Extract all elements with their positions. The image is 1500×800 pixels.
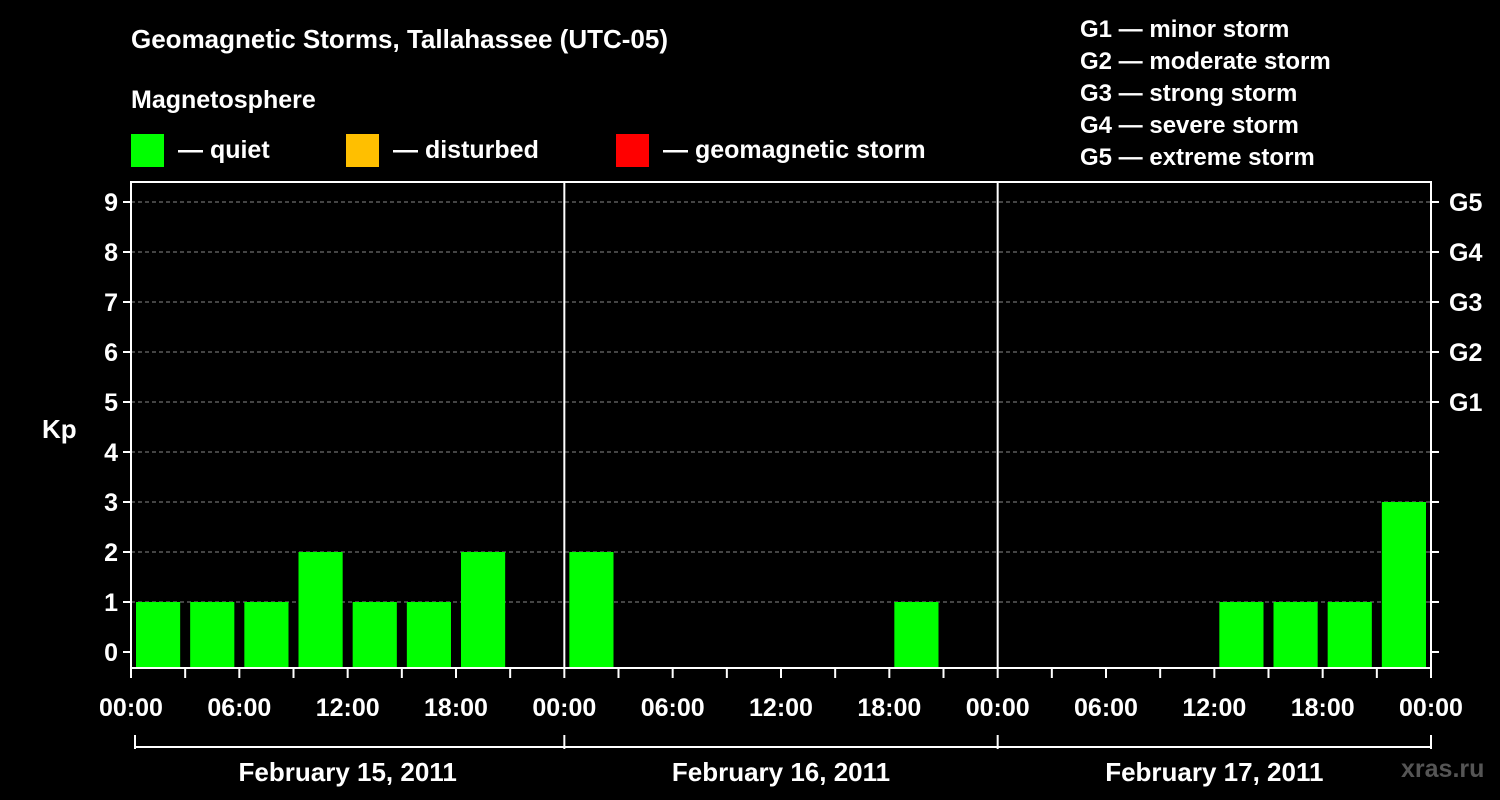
right-axis-label-G3: G3 [1449,289,1482,317]
kp-bar-6 [461,552,506,668]
right-axis-label-G4: G4 [1449,239,1482,267]
chart-title: Geomagnetic Storms, Tallahassee (UTC-05) [131,24,669,54]
legend-swatch-storm [616,133,649,167]
storm-scale-g3: G3 — strong storm [1080,80,1298,107]
y-tick-label-4: 4 [104,439,118,467]
y-tick-label-0: 0 [104,639,118,667]
x-tick-label-12: 00:00 [1399,694,1463,722]
x-tick-label-10: 12:00 [1182,694,1246,722]
kp-bar-20 [1219,602,1264,668]
kp-bar-3 [298,552,343,668]
legend-swatch-disturbed [346,133,379,167]
storm-scale-g4: G4 — severe storm [1080,112,1299,139]
x-tick-label-8: 00:00 [966,694,1030,722]
x-tick-label-5: 06:00 [641,694,705,722]
kp-bar-5 [406,602,451,668]
x-tick-label-11: 18:00 [1291,694,1355,722]
x-tick-label-3: 18:00 [424,694,488,722]
kp-bar-8 [569,552,614,668]
kp-bar-2 [244,602,289,668]
y-tick-label-7: 7 [104,289,118,317]
legend-item-disturbed: — disturbed [346,133,539,167]
kp-bar-22 [1327,602,1372,668]
kp-bar-1 [190,602,235,668]
x-tick-label-7: 18:00 [857,694,921,722]
day-label-1: February 16, 2011 [672,757,890,787]
x-tick-label-2: 12:00 [316,694,380,722]
legend-item-storm: — geomagnetic storm [616,133,926,167]
storm-scale-g1: G1 — minor storm [1080,16,1290,43]
chart-subtitle: Magnetosphere [131,86,316,114]
kp-bar-21 [1273,602,1318,668]
right-axis-label-G5: G5 [1449,189,1482,217]
right-axis-label-G2: G2 [1449,339,1482,367]
kp-bar-4 [352,602,397,668]
legend-item-quiet: — quiet [131,133,270,167]
y-tick-label-9: 9 [104,189,118,217]
kp-bar-0 [136,602,181,668]
storm-scale-g5: G5 — extreme storm [1080,144,1315,171]
storm-scale-g2: G2 — moderate storm [1080,48,1331,75]
right-axis-label-G1: G1 [1449,389,1482,417]
kp-bar-23 [1381,502,1426,668]
x-tick-label-4: 00:00 [532,694,596,722]
legend-swatch-quiet [131,133,164,167]
x-tick-label-6: 12:00 [749,694,813,722]
legend-label-disturbed: — disturbed [393,135,539,164]
storm-scale-list: G1 — minor storm G2 — moderate storm G3 … [1080,14,1331,174]
day-label-2: February 17, 2011 [1105,757,1323,787]
y-tick-label-3: 3 [104,489,118,517]
watermark: xras.ru [1401,755,1485,783]
x-tick-label-1: 06:00 [207,694,271,722]
y-tick-label-5: 5 [104,389,118,417]
y-tick-label-6: 6 [104,339,118,367]
x-tick-label-0: 00:00 [99,694,163,722]
kp-bar-14 [894,602,939,668]
y-tick-label-2: 2 [104,539,118,567]
y-tick-label-8: 8 [104,239,118,267]
day-label-0: February 15, 2011 [239,757,457,787]
legend-label-storm: — geomagnetic storm [663,135,926,164]
legend-label-quiet: — quiet [178,135,270,164]
y-axis-label: Kp [42,414,77,444]
y-tick-label-1: 1 [104,589,118,617]
x-tick-label-9: 06:00 [1074,694,1138,722]
